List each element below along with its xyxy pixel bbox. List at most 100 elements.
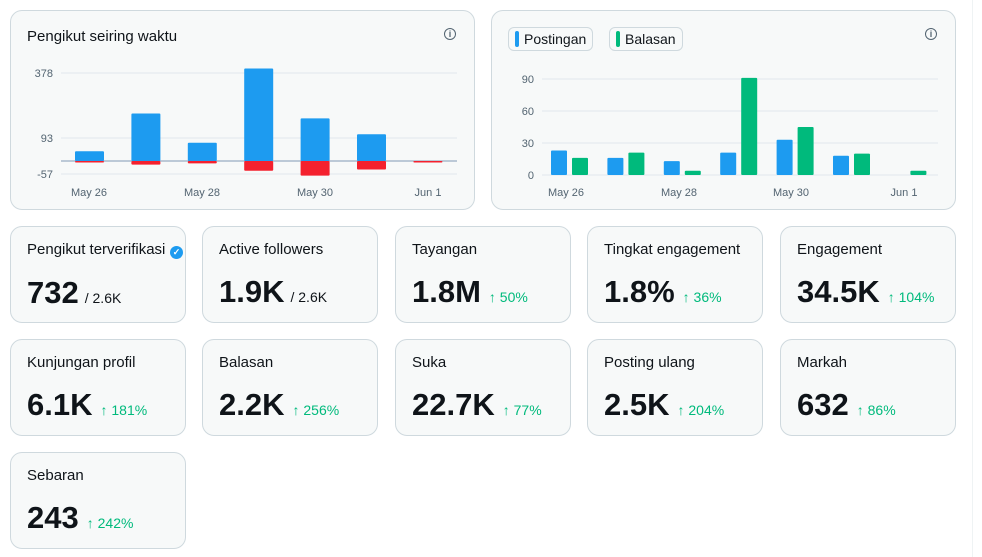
stat-change: ↑ 204% xyxy=(677,402,725,418)
stat-title: Sebaran xyxy=(27,467,84,484)
postingan-bar[interactable] xyxy=(833,155,849,175)
balasan-bar[interactable] xyxy=(741,77,758,175)
follower-loss-bar[interactable] xyxy=(187,161,217,164)
stat-value: 2.2K ↑ 256% xyxy=(219,387,339,423)
stat-title: Markah xyxy=(797,354,848,371)
follower-gain-bar[interactable] xyxy=(187,142,217,161)
stat-title: Active followers xyxy=(219,241,324,258)
stat-total: / 2.6K xyxy=(290,289,328,305)
legend-balasan-label: Balasan xyxy=(625,31,676,47)
stat-number: 732 xyxy=(27,275,79,310)
stat-number: 632 xyxy=(797,387,849,422)
stat-number: 2.2K xyxy=(219,387,285,422)
x-tick-label: Jun 1 xyxy=(891,187,918,199)
x-tick-label: May 26 xyxy=(548,187,584,199)
stat-card[interactable]: Markah 632 ↑ 86% xyxy=(780,339,956,436)
stat-value: 1.8% ↑ 36% xyxy=(604,274,722,310)
follower-loss-bar[interactable] xyxy=(413,161,443,163)
posts-chart: 90 60 30 0 May 26 May 28 May 30 Jun 1 xyxy=(522,74,938,199)
posts-chart-card: Postingan Balasan i 90 60 30 0 May 26 May 28… xyxy=(491,10,956,210)
stat-change: ↑ 77% xyxy=(502,402,542,418)
postingan-bar[interactable] xyxy=(720,152,737,175)
followers-chart-title: Pengikut seiring waktu xyxy=(27,28,178,45)
follower-loss-bar[interactable] xyxy=(131,161,161,165)
stat-card[interactable]: Tayangan 1.8M ↑ 50% xyxy=(395,226,571,323)
stat-card[interactable]: Suka 22.7K ↑ 77% xyxy=(395,339,571,436)
stat-number: 1.9K xyxy=(219,274,285,309)
follower-gain-bar[interactable] xyxy=(75,151,104,161)
stat-card[interactable]: Tingkat engagement 1.8% ↑ 36% xyxy=(587,226,763,323)
legend-balasan-swatch xyxy=(616,31,620,47)
follower-gain-bar[interactable] xyxy=(300,118,330,161)
balasan-bar[interactable] xyxy=(684,170,701,175)
legend-postingan[interactable]: Postingan xyxy=(508,27,594,51)
stat-title: Engagement xyxy=(797,241,883,258)
stat-title: Tayangan xyxy=(412,241,478,258)
stat-total: / 2.6K xyxy=(84,290,122,306)
stat-title: Pengikut terverifikasi xyxy=(27,241,166,258)
stat-change: ↑ 242% xyxy=(86,515,134,531)
stat-change: ↑ 86% xyxy=(856,402,896,418)
postingan-bar[interactable] xyxy=(607,157,624,175)
stat-value: 34.5K ↑ 104% xyxy=(797,274,934,310)
stat-number: 2.5K xyxy=(604,387,670,422)
stat-card[interactable]: Balasan 2.2K ↑ 256% xyxy=(202,339,378,436)
stat-number: 6.1K xyxy=(27,387,93,422)
follower-loss-bar[interactable] xyxy=(300,161,330,176)
stat-value: 6.1K ↑ 181% xyxy=(27,387,147,423)
postingan-bar[interactable] xyxy=(663,161,680,175)
stat-change: ↑ 256% xyxy=(292,402,340,418)
y-tick-label: -57 xyxy=(37,169,53,181)
follower-gain-bar[interactable] xyxy=(244,68,274,161)
info-icon[interactable]: i xyxy=(925,28,937,40)
balasan-bar[interactable] xyxy=(797,127,814,175)
x-tick-label: May 26 xyxy=(71,187,107,199)
x-tick-label: Jun 1 xyxy=(415,187,442,199)
y-tick-label: 0 xyxy=(528,170,534,182)
legend-postingan-swatch xyxy=(515,31,519,47)
balasan-bar[interactable] xyxy=(628,152,645,175)
stat-title: Tingkat engagement xyxy=(604,241,741,258)
stat-change: ↑ 36% xyxy=(682,289,722,305)
follower-gain-bar[interactable] xyxy=(131,113,161,161)
stat-card[interactable]: Sebaran 243 ↑ 242% xyxy=(10,452,186,549)
balasan-bar[interactable] xyxy=(854,153,870,175)
stat-change: ↑ 104% xyxy=(887,289,935,305)
balasan-bar[interactable] xyxy=(910,170,927,175)
x-tick-label: May 28 xyxy=(184,187,220,199)
stat-value: 243 ↑ 242% xyxy=(27,500,133,536)
followers-chart: 378 93 -57 May 26 May 28 May 30 Jun 1 xyxy=(35,68,457,199)
y-tick-label: 60 xyxy=(522,106,534,118)
x-tick-label: May 30 xyxy=(297,187,333,199)
follower-loss-bar[interactable] xyxy=(244,161,274,171)
stat-title: Posting ulang xyxy=(604,354,695,371)
postingan-bar[interactable] xyxy=(551,150,567,175)
stat-title: Suka xyxy=(412,354,447,371)
stat-card[interactable]: Kunjungan profil 6.1K ↑ 181% xyxy=(10,339,186,436)
stat-number: 34.5K xyxy=(797,274,880,309)
y-tick-label: 378 xyxy=(35,68,53,80)
x-tick-label: May 28 xyxy=(661,187,697,199)
stat-value: 2.5K ↑ 204% xyxy=(604,387,724,423)
x-tick-label: May 30 xyxy=(773,187,809,199)
stat-card[interactable]: Active followers 1.9K / 2.6K xyxy=(202,226,378,323)
balasan-bar[interactable] xyxy=(572,157,588,175)
info-icon[interactable]: i xyxy=(444,28,456,40)
stat-card[interactable]: Posting ulang 2.5K ↑ 204% xyxy=(587,339,763,436)
legend-balasan[interactable]: Balasan xyxy=(609,27,683,51)
follower-loss-bar[interactable] xyxy=(75,161,104,163)
legend-postingan-label: Postingan xyxy=(524,31,587,47)
stat-card[interactable]: Engagement 34.5K ↑ 104% xyxy=(780,226,956,323)
follower-loss-bar[interactable] xyxy=(357,161,386,170)
stat-value: 632 ↑ 86% xyxy=(797,387,896,423)
y-tick-label: 93 xyxy=(41,133,53,145)
stat-card[interactable]: Pengikut terverifikasi ✓ 732 / 2.6K xyxy=(10,226,186,323)
stat-value: 1.9K / 2.6K xyxy=(219,274,327,310)
followers-chart-card: Pengikut seiring waktu i 378 93 -57 May 26… xyxy=(10,10,475,210)
stat-value: 22.7K ↑ 77% xyxy=(412,387,542,423)
y-tick-label: 30 xyxy=(522,138,534,150)
stat-value: 732 / 2.6K xyxy=(27,275,121,311)
stat-title: Kunjungan profil xyxy=(27,354,136,371)
postingan-bar[interactable] xyxy=(776,139,793,175)
follower-gain-bar[interactable] xyxy=(357,134,386,161)
